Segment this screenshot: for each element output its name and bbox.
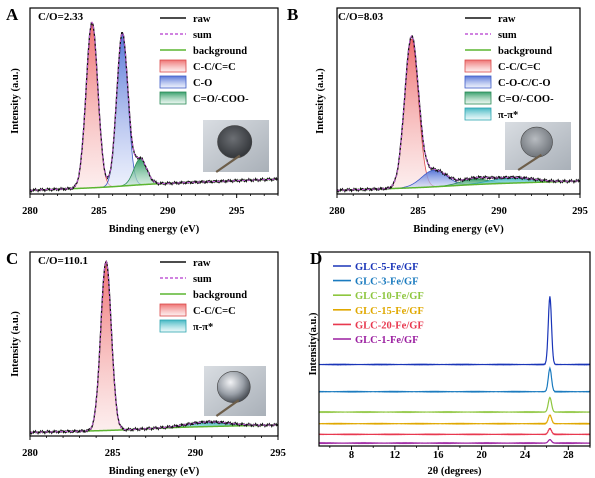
legend-label: C-C/C=C — [498, 62, 541, 73]
inset-photo — [203, 120, 269, 173]
panel-letter: C — [6, 249, 18, 268]
x-tick-label: 20 — [476, 450, 487, 461]
legend-label: GLC-1-Fe/GF — [355, 335, 419, 346]
inset-tweezer — [215, 399, 240, 417]
legend-label: C=O/-COO- — [498, 94, 554, 105]
inset-disk — [217, 125, 253, 159]
inset-tweezer — [517, 153, 543, 171]
legend-swatch-box — [159, 91, 187, 105]
legend-label: raw — [498, 14, 516, 25]
x-tick-label: 16 — [433, 450, 444, 461]
x-tick-label: 285 — [410, 206, 426, 217]
x-tick-label: 295 — [229, 206, 245, 217]
inset-disk — [216, 371, 251, 403]
legend-label: GLC-15-Fe/GF — [355, 306, 424, 317]
panel-letter: D — [310, 249, 322, 268]
legend-swatch-box — [464, 107, 492, 121]
legend-label: π-π* — [498, 110, 518, 121]
legend-swatch-box — [159, 59, 187, 73]
series-line — [318, 296, 591, 366]
x-tick-label: 285 — [91, 206, 107, 217]
legend-label: C-C/C=C — [193, 62, 236, 73]
series-line — [318, 439, 591, 445]
legend-label: GLC-3-Fe/GF — [355, 277, 419, 288]
legend-swatch-box — [159, 319, 187, 333]
x-tick-label: 290 — [160, 206, 176, 217]
legend-label: sum — [193, 30, 212, 41]
legend-label: sum — [498, 30, 517, 41]
series-line — [318, 366, 591, 393]
x-tick-label: 280 — [22, 206, 38, 217]
legend-label: GLC-20-Fe/GF — [355, 320, 424, 331]
inset-tweezer — [215, 154, 241, 173]
series-line — [318, 414, 591, 425]
legend: GLC-5-Fe/GF GLC-3-Fe/GF GLC-10-Fe/GF GLC-15… — [333, 262, 424, 346]
legend-label: background — [193, 46, 247, 57]
legend: raw sum background C-C/C=C C-O-C/C-O C=O/-COO… — [464, 14, 554, 121]
legend: raw sum background C-C/C=C π-π* — [159, 258, 247, 333]
panel-letter: A — [6, 5, 19, 24]
plot-frame — [336, 7, 581, 195]
panel-c: 280 285 290 295 Binding energy (eV) Intensity… — [6, 249, 286, 477]
legend-label: sum — [193, 274, 212, 285]
panel-letter: B — [287, 5, 298, 24]
x-tick-label: 12 — [390, 450, 401, 461]
x-tick-label: 8 — [349, 450, 354, 461]
legend-swatch-box — [159, 303, 187, 317]
x-tick-label: 28 — [563, 450, 574, 461]
legend-label: background — [193, 290, 247, 301]
legend-label: raw — [193, 258, 211, 269]
legend-label: C-O-C/C-O — [498, 78, 551, 89]
legend-swatch-box — [464, 75, 492, 89]
y-axis-label: Intensity (a.u.) — [10, 311, 21, 377]
x-tick-label: 295 — [572, 206, 588, 217]
legend-label: raw — [193, 14, 211, 25]
x-axis-label: Binding energy (eV) — [413, 224, 504, 235]
y-axis-label: Intensity (a.u.) — [10, 68, 21, 134]
x-axis-label: Binding energy (eV) — [109, 466, 200, 477]
sum-line — [29, 260, 279, 433]
legend: raw sum background C-C/C=C C-O C=O/-COO- — [159, 14, 249, 105]
x-tick-label: 290 — [491, 206, 507, 217]
ratio-annotation: C/O=8.03 — [338, 11, 384, 23]
inset-disk — [520, 126, 553, 158]
ratio-annotation: C/O=110.1 — [38, 255, 88, 267]
x-tick-label: 280 — [22, 448, 38, 459]
plot-frame — [29, 251, 279, 437]
x-axis-label: Binding energy (eV) — [109, 224, 200, 235]
x-tick-label: 295 — [270, 448, 286, 459]
sum-line — [29, 21, 279, 191]
legend-label: C-C/C=C — [193, 306, 236, 317]
legend-label: background — [498, 46, 552, 57]
legend-label: GLC-10-Fe/GF — [355, 291, 424, 302]
series-line — [318, 396, 591, 414]
legend-swatch-box — [159, 75, 187, 89]
plot-frame — [318, 251, 591, 447]
legend-label: GLC-5-Fe/GF — [355, 262, 419, 273]
legend-label: π-π* — [193, 322, 213, 333]
legend-swatch-box — [464, 91, 492, 105]
panel-a: 280 285 290 295 Binding energy (eV) Intensity… — [6, 5, 279, 235]
sum-line — [336, 35, 581, 191]
panel-b: 280 285 290 295 Binding energy (eV) Intensity… — [287, 5, 588, 235]
x-tick-label: 280 — [329, 206, 345, 217]
y-axis-label: Intensity(a.u.) — [308, 312, 319, 376]
legend-label: C-O — [193, 78, 212, 89]
x-tick-label: 24 — [520, 450, 531, 461]
y-axis-label: Intensity (a.u.) — [315, 68, 326, 134]
inset-photo — [204, 366, 266, 417]
ratio-annotation: C/O=2.33 — [38, 11, 84, 23]
inset-photo — [505, 122, 571, 171]
x-axis-label: 2θ (degrees) — [428, 466, 482, 477]
series-line — [318, 427, 591, 436]
x-tick-label: 285 — [105, 448, 121, 459]
legend-label: C=O/-COO- — [193, 94, 249, 105]
x-tick-label: 290 — [187, 448, 203, 459]
legend-swatch-box — [464, 59, 492, 73]
